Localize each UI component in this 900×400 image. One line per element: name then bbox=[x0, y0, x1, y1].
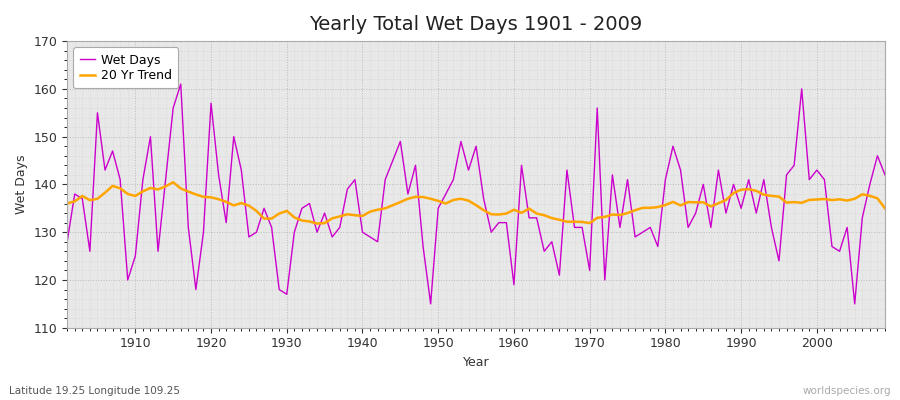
Wet Days bbox=[62, 239, 73, 244]
Text: worldspecies.org: worldspecies.org bbox=[803, 386, 891, 396]
Wet Days bbox=[879, 172, 890, 177]
Legend: Wet Days, 20 Yr Trend: Wet Days, 20 Yr Trend bbox=[74, 47, 178, 88]
Text: Latitude 19.25 Longitude 109.25: Latitude 19.25 Longitude 109.25 bbox=[9, 386, 180, 396]
Wet Days bbox=[425, 302, 436, 306]
Wet Days bbox=[296, 206, 307, 211]
Wet Days bbox=[615, 225, 626, 230]
20 Yr Trend bbox=[296, 218, 307, 223]
Title: Yearly Total Wet Days 1901 - 2009: Yearly Total Wet Days 1901 - 2009 bbox=[310, 15, 643, 34]
X-axis label: Year: Year bbox=[463, 356, 490, 369]
Wet Days bbox=[524, 216, 535, 220]
Wet Days bbox=[516, 163, 526, 168]
20 Yr Trend bbox=[311, 221, 322, 226]
20 Yr Trend bbox=[879, 206, 890, 211]
Y-axis label: Wet Days: Wet Days bbox=[15, 155, 28, 214]
20 Yr Trend bbox=[349, 213, 360, 218]
Line: Wet Days: Wet Days bbox=[68, 84, 885, 304]
Wet Days bbox=[176, 82, 186, 86]
Wet Days bbox=[122, 278, 133, 282]
Wet Days bbox=[342, 187, 353, 192]
20 Yr Trend bbox=[122, 192, 133, 196]
20 Yr Trend bbox=[524, 206, 535, 211]
20 Yr Trend bbox=[615, 212, 626, 217]
20 Yr Trend bbox=[516, 210, 526, 215]
Line: 20 Yr Trend: 20 Yr Trend bbox=[68, 182, 885, 224]
20 Yr Trend bbox=[167, 180, 178, 185]
20 Yr Trend bbox=[62, 201, 73, 206]
